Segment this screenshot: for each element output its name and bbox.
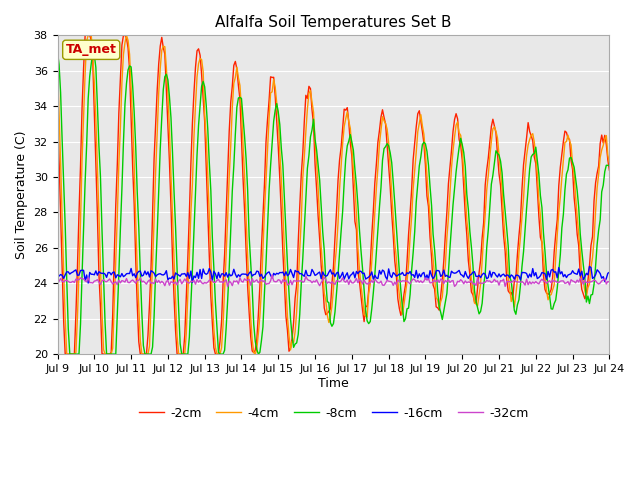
-8cm [159,86,167,92]
-32cm [605,279,613,285]
-2cm [402,282,410,288]
Legend: -2cm, -4cm, -8cm, -16cm, -32cm: -2cm, -4cm, -8cm, -16cm, -32cm [134,402,533,425]
-16cm [586,264,593,269]
Line: -2cm: -2cm [58,36,609,354]
X-axis label: Time: Time [318,377,349,390]
-16cm [369,276,377,282]
-4cm [159,43,167,49]
Line: -8cm: -8cm [58,52,609,354]
-32cm [541,278,549,284]
-16cm [69,269,77,275]
-8cm [66,351,74,357]
-8cm [371,272,379,278]
-4cm [54,62,61,68]
-8cm [70,351,78,357]
-32cm [268,272,276,278]
-4cm [605,160,613,166]
-16cm [158,272,166,277]
-16cm [388,275,396,280]
-16cm [400,273,408,278]
-32cm [402,278,410,284]
-32cm [389,282,397,288]
Line: -16cm: -16cm [58,266,609,283]
-2cm [159,45,167,51]
-8cm [389,179,397,185]
-2cm [83,33,90,38]
-16cm [605,269,613,275]
-32cm [224,284,232,289]
Y-axis label: Soil Temperature (C): Soil Temperature (C) [15,131,28,259]
-8cm [402,316,410,322]
Text: TA_met: TA_met [66,43,116,56]
-32cm [54,281,61,287]
-8cm [54,49,61,55]
-4cm [371,210,379,216]
-4cm [402,290,410,296]
-4cm [84,33,92,38]
-2cm [61,351,69,357]
-2cm [541,287,549,292]
-2cm [605,167,613,173]
-2cm [54,96,61,102]
-8cm [541,249,549,254]
-4cm [389,214,397,219]
-32cm [371,276,379,282]
-32cm [69,278,77,284]
Title: Alfalfa Soil Temperatures Set B: Alfalfa Soil Temperatures Set B [215,15,452,30]
-8cm [89,49,97,55]
-2cm [371,180,379,186]
-16cm [54,274,61,280]
-2cm [389,232,397,238]
Line: -32cm: -32cm [58,275,609,287]
-8cm [605,163,613,169]
-16cm [540,270,547,276]
-4cm [70,351,78,357]
Line: -4cm: -4cm [58,36,609,354]
-16cm [84,280,92,286]
-32cm [156,280,164,286]
-2cm [70,351,78,357]
-4cm [63,351,70,357]
-4cm [541,270,549,276]
